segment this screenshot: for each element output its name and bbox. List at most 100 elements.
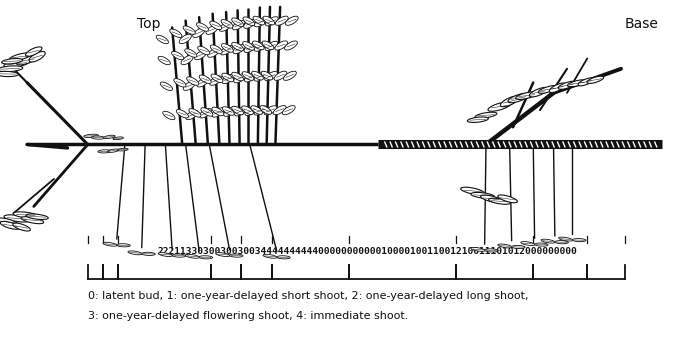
Ellipse shape xyxy=(222,74,234,84)
Ellipse shape xyxy=(0,218,18,226)
Ellipse shape xyxy=(275,41,288,50)
Ellipse shape xyxy=(232,18,244,26)
Ellipse shape xyxy=(244,73,257,82)
Ellipse shape xyxy=(558,81,576,89)
Ellipse shape xyxy=(160,82,173,90)
Ellipse shape xyxy=(117,148,128,151)
Ellipse shape xyxy=(233,44,246,54)
Ellipse shape xyxy=(263,16,275,25)
Ellipse shape xyxy=(245,106,258,116)
Ellipse shape xyxy=(17,55,37,65)
Ellipse shape xyxy=(26,214,49,219)
Ellipse shape xyxy=(555,240,568,244)
Ellipse shape xyxy=(222,107,234,115)
Ellipse shape xyxy=(159,252,172,257)
Ellipse shape xyxy=(196,23,209,31)
Ellipse shape xyxy=(13,223,30,231)
Ellipse shape xyxy=(156,35,169,44)
Ellipse shape xyxy=(535,243,548,246)
Ellipse shape xyxy=(0,221,20,229)
Ellipse shape xyxy=(199,109,211,118)
Ellipse shape xyxy=(163,111,175,120)
Ellipse shape xyxy=(481,195,502,203)
Ellipse shape xyxy=(176,109,188,118)
Ellipse shape xyxy=(265,41,278,51)
Ellipse shape xyxy=(29,52,45,62)
Ellipse shape xyxy=(498,244,512,248)
Ellipse shape xyxy=(201,108,213,116)
Ellipse shape xyxy=(285,41,298,50)
Ellipse shape xyxy=(498,195,517,203)
Ellipse shape xyxy=(171,51,184,60)
Text: Base: Base xyxy=(624,17,658,31)
Ellipse shape xyxy=(254,106,267,115)
Text: 0: latent bud, 1: one-year-delayed short shoot, 2: one-year-delayed long shoot,: 0: latent bud, 1: one-year-delayed short… xyxy=(88,291,529,301)
Ellipse shape xyxy=(173,78,186,87)
Ellipse shape xyxy=(221,20,233,28)
Ellipse shape xyxy=(516,92,537,99)
Ellipse shape xyxy=(286,16,298,25)
Ellipse shape xyxy=(183,26,195,34)
Ellipse shape xyxy=(572,238,586,242)
Ellipse shape xyxy=(219,22,232,31)
Ellipse shape xyxy=(485,249,498,252)
Ellipse shape xyxy=(232,72,244,81)
Ellipse shape xyxy=(211,45,222,53)
Ellipse shape xyxy=(244,19,256,28)
Ellipse shape xyxy=(179,34,191,44)
Ellipse shape xyxy=(0,66,23,72)
Ellipse shape xyxy=(559,237,572,241)
Ellipse shape xyxy=(192,28,205,37)
Ellipse shape xyxy=(234,74,246,83)
Ellipse shape xyxy=(117,244,130,247)
Ellipse shape xyxy=(107,149,119,152)
Ellipse shape xyxy=(158,56,170,65)
Ellipse shape xyxy=(221,45,233,55)
Ellipse shape xyxy=(242,72,254,80)
Ellipse shape xyxy=(232,21,245,30)
Ellipse shape xyxy=(232,106,244,115)
Ellipse shape xyxy=(471,247,485,251)
Ellipse shape xyxy=(243,42,254,50)
Ellipse shape xyxy=(252,41,264,50)
Ellipse shape xyxy=(14,212,38,218)
Ellipse shape xyxy=(103,242,117,246)
Ellipse shape xyxy=(232,42,244,51)
Ellipse shape xyxy=(186,110,198,120)
Ellipse shape xyxy=(282,106,295,115)
Ellipse shape xyxy=(264,106,277,115)
Ellipse shape xyxy=(274,71,287,80)
Text: Top: Top xyxy=(137,17,160,31)
Ellipse shape xyxy=(265,72,277,80)
Ellipse shape xyxy=(273,106,286,115)
Text: 3: one-year-delayed flowering shoot, 4: immediate shoot.: 3: one-year-delayed flowering shoot, 4: … xyxy=(88,311,408,322)
Ellipse shape xyxy=(103,135,115,139)
Ellipse shape xyxy=(187,77,199,85)
Ellipse shape xyxy=(0,71,18,77)
Ellipse shape xyxy=(199,256,213,259)
Ellipse shape xyxy=(216,252,230,257)
Ellipse shape xyxy=(262,41,274,50)
Ellipse shape xyxy=(211,74,223,83)
Ellipse shape xyxy=(84,134,99,138)
Ellipse shape xyxy=(508,93,529,103)
Ellipse shape xyxy=(172,254,186,257)
Ellipse shape xyxy=(91,136,105,139)
Ellipse shape xyxy=(21,217,44,224)
Ellipse shape xyxy=(142,252,155,256)
Ellipse shape xyxy=(4,60,30,68)
Ellipse shape xyxy=(541,239,555,243)
Ellipse shape xyxy=(181,55,193,65)
Ellipse shape xyxy=(512,245,525,249)
Ellipse shape xyxy=(263,254,277,258)
Ellipse shape xyxy=(206,25,218,34)
Ellipse shape xyxy=(253,16,265,25)
Ellipse shape xyxy=(251,106,263,114)
Ellipse shape xyxy=(223,107,236,116)
Ellipse shape xyxy=(254,18,267,27)
Ellipse shape xyxy=(209,76,222,85)
Ellipse shape xyxy=(210,21,221,30)
Ellipse shape xyxy=(198,46,210,55)
Ellipse shape xyxy=(467,117,489,122)
Ellipse shape xyxy=(489,198,510,204)
